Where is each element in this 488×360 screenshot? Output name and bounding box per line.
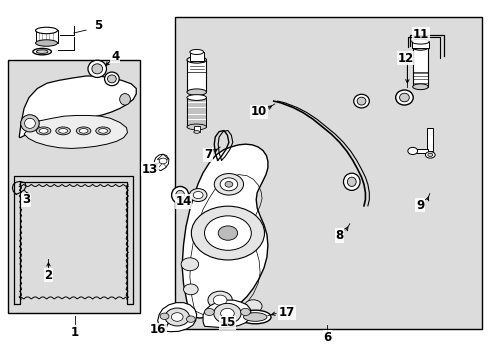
Text: 14: 14: [175, 195, 191, 208]
Ellipse shape: [120, 94, 130, 105]
Ellipse shape: [343, 173, 359, 190]
Circle shape: [220, 178, 237, 191]
Text: 15: 15: [219, 316, 235, 329]
Circle shape: [244, 300, 262, 313]
Circle shape: [407, 147, 417, 154]
Text: 10: 10: [250, 105, 267, 118]
Ellipse shape: [186, 124, 206, 130]
Bar: [8, 60, 140, 313]
Ellipse shape: [411, 39, 428, 44]
Polygon shape: [158, 303, 196, 332]
Ellipse shape: [36, 50, 48, 53]
Circle shape: [213, 303, 241, 323]
Text: 16: 16: [149, 323, 165, 336]
Ellipse shape: [189, 49, 203, 54]
Text: 4: 4: [111, 50, 119, 63]
Ellipse shape: [193, 131, 199, 134]
Ellipse shape: [427, 153, 432, 157]
Bar: [427, 128, 432, 151]
Text: 13: 13: [142, 163, 158, 176]
Ellipse shape: [76, 127, 91, 135]
Circle shape: [204, 309, 214, 316]
Ellipse shape: [346, 177, 355, 186]
Ellipse shape: [171, 186, 188, 204]
Ellipse shape: [425, 152, 434, 158]
Ellipse shape: [175, 190, 184, 200]
Text: 5: 5: [94, 19, 102, 32]
Ellipse shape: [412, 44, 427, 50]
Circle shape: [183, 284, 198, 295]
Circle shape: [224, 181, 232, 187]
Ellipse shape: [186, 57, 206, 63]
Ellipse shape: [99, 129, 107, 133]
Bar: [189, 52, 203, 61]
Circle shape: [218, 226, 237, 240]
Bar: [193, 126, 199, 132]
Ellipse shape: [88, 60, 106, 77]
Ellipse shape: [239, 310, 270, 324]
Circle shape: [189, 189, 206, 202]
Circle shape: [171, 313, 183, 321]
Circle shape: [159, 158, 166, 164]
Text: 9: 9: [415, 199, 423, 212]
Bar: [36, 31, 58, 43]
Ellipse shape: [186, 89, 206, 95]
Polygon shape: [24, 116, 127, 148]
Ellipse shape: [36, 27, 58, 34]
Ellipse shape: [36, 40, 58, 46]
Circle shape: [193, 192, 203, 199]
Ellipse shape: [56, 127, 70, 135]
Bar: [411, 41, 428, 48]
Circle shape: [204, 216, 251, 250]
Polygon shape: [203, 300, 251, 328]
Text: 8: 8: [335, 229, 343, 242]
Ellipse shape: [59, 129, 67, 133]
Circle shape: [214, 174, 243, 195]
Ellipse shape: [33, 48, 51, 55]
Text: 12: 12: [396, 51, 413, 64]
Ellipse shape: [92, 64, 102, 74]
Circle shape: [240, 309, 250, 316]
Text: 17: 17: [278, 306, 294, 319]
Ellipse shape: [96, 127, 110, 135]
Circle shape: [220, 309, 234, 319]
Bar: [186, 60, 206, 92]
Circle shape: [160, 313, 168, 319]
Text: 1: 1: [71, 326, 79, 339]
Text: 11: 11: [412, 28, 428, 41]
Ellipse shape: [395, 90, 412, 105]
Polygon shape: [19, 76, 136, 138]
Circle shape: [164, 308, 189, 326]
Circle shape: [181, 258, 198, 271]
Ellipse shape: [243, 313, 266, 321]
Circle shape: [186, 316, 195, 322]
Ellipse shape: [107, 75, 116, 83]
Circle shape: [213, 295, 226, 305]
Polygon shape: [182, 144, 267, 318]
Ellipse shape: [186, 95, 206, 100]
Ellipse shape: [79, 129, 88, 133]
Bar: [412, 47, 427, 87]
Circle shape: [191, 206, 264, 260]
Bar: [175, 17, 482, 329]
Ellipse shape: [24, 118, 35, 129]
Ellipse shape: [104, 72, 119, 86]
Text: 3: 3: [22, 193, 30, 206]
Text: 6: 6: [323, 330, 331, 343]
Ellipse shape: [412, 84, 427, 90]
Circle shape: [207, 291, 232, 309]
Ellipse shape: [39, 129, 48, 133]
Bar: [412, 149, 427, 153]
Ellipse shape: [353, 94, 368, 108]
Text: 7: 7: [203, 148, 212, 161]
Ellipse shape: [399, 93, 408, 102]
Ellipse shape: [36, 127, 51, 135]
Bar: [186, 98, 206, 127]
Text: 2: 2: [44, 269, 52, 282]
Polygon shape: [154, 154, 168, 171]
Ellipse shape: [356, 97, 365, 105]
Ellipse shape: [20, 115, 39, 132]
